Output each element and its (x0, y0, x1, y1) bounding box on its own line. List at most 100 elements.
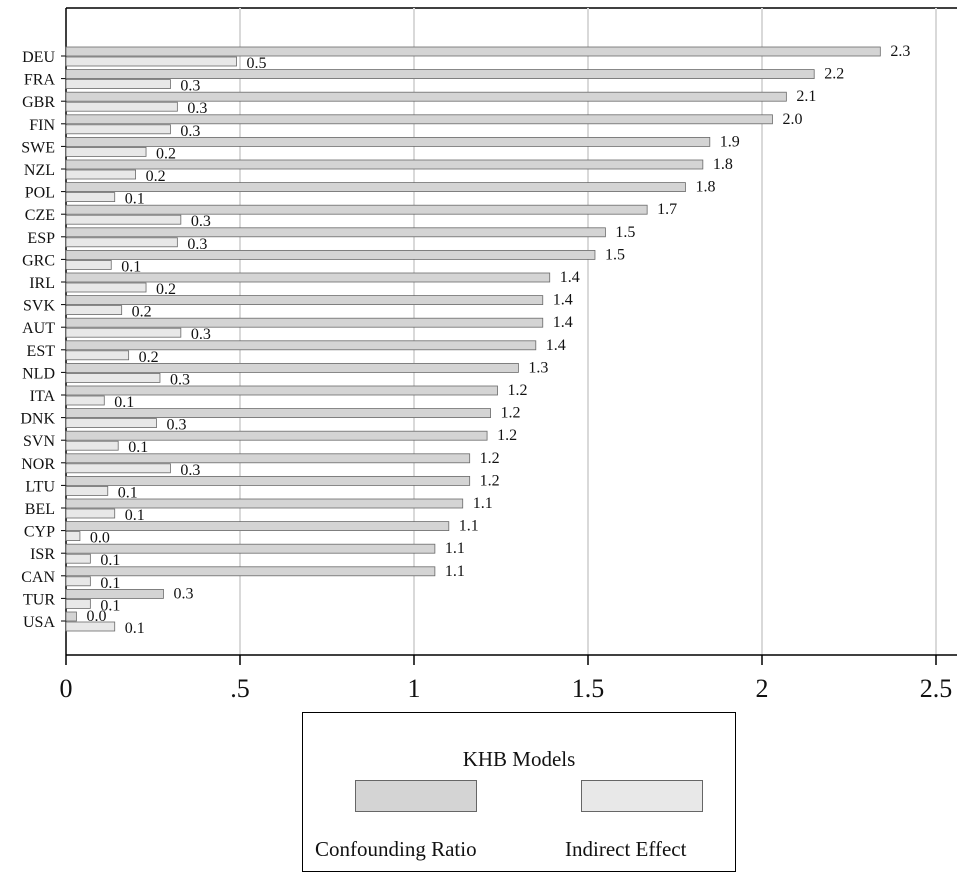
category-label-swe: SWE (21, 139, 55, 156)
confounding-ratio-bar-usa (65, 611, 77, 622)
confounding-ratio-bar-fra (65, 69, 815, 79)
confounding-ratio-label-gbr: 2.1 (796, 88, 816, 105)
indirect-effect-bar-grc (65, 259, 112, 270)
indirect-effect-label-cze: 0.3 (191, 213, 211, 230)
indirect-effect-bar-deu (65, 56, 237, 67)
indirect-effect-bar-bel (65, 508, 116, 519)
indirect-effect-bar-est (65, 350, 130, 361)
indirect-effect-label-est: 0.2 (139, 349, 159, 366)
indirect-effect-bar-aut (65, 327, 182, 338)
confounding-ratio-label-irl: 1.4 (560, 269, 580, 286)
indirect-effect-label-ita: 0.1 (114, 394, 134, 411)
category-label-esp: ESP (27, 230, 55, 247)
indirect-effect-label-usa: 0.1 (125, 620, 145, 637)
indirect-effect-bar-isr (65, 553, 91, 564)
indirect-effect-bar-can (65, 576, 91, 587)
indirect-effect-bar-ita (65, 395, 105, 406)
category-label-ita: ITA (30, 388, 56, 405)
category-label-bel: BEL (25, 501, 55, 518)
category-label-nld: NLD (22, 365, 55, 382)
indirect-effect-label-irl: 0.2 (156, 281, 176, 298)
confounding-ratio-label-nzl: 1.8 (713, 156, 733, 173)
indirect-effect-label-cyp: 0.0 (90, 530, 110, 547)
indirect-effect-bar-pol (65, 192, 116, 203)
indirect-effect-bar-esp (65, 237, 178, 248)
category-label-fin: FIN (29, 117, 55, 134)
indirect-effect-label-fra: 0.3 (180, 78, 200, 95)
confounding-ratio-label-swe: 1.9 (720, 133, 740, 150)
confounding-ratio-bar-gbr (65, 91, 787, 102)
confounding-ratio-bar-pol (65, 182, 686, 193)
confounding-ratio-bar-isr (65, 543, 436, 554)
confounding-ratio-label-can: 1.1 (445, 563, 465, 580)
indirect-effect-bar-nzl (65, 169, 136, 180)
indirect-effect-bar-cze (65, 214, 182, 225)
confounding-ratio-label-usa: 0.0 (86, 608, 106, 625)
confounding-ratio-label-dnk: 1.2 (501, 405, 521, 422)
indirect-effect-bar-nld (65, 372, 161, 383)
category-label-ltu: LTU (25, 478, 55, 495)
confounding-ratio-bar-deu (65, 46, 881, 57)
confounding-ratio-label-pol: 1.8 (695, 179, 715, 196)
confounding-ratio-label-cyp: 1.1 (459, 518, 479, 535)
indirect-effect-label-tur: 0.1 (100, 597, 120, 614)
confounding-ratio-label-esp: 1.5 (615, 224, 635, 241)
confounding-ratio-bar-cyp (65, 521, 450, 531)
category-label-gbr: GBR (22, 94, 55, 111)
confounding-ratio-label-deu: 2.3 (890, 43, 910, 60)
legend: KHB Models Confounding Ratio Indirect Ef… (302, 712, 736, 872)
indirect-effect-bar-svn (65, 440, 119, 451)
confounding-ratio-label-nld: 1.3 (528, 359, 548, 376)
legend-label-indirect-effect: Indirect Effect (565, 837, 687, 861)
category-label-isr: ISR (30, 546, 55, 563)
category-label-nzl: NZL (24, 162, 55, 179)
category-label-can: CAN (21, 569, 55, 586)
category-label-usa: USA (23, 614, 55, 631)
confounding-ratio-label-ita: 1.2 (508, 382, 528, 399)
category-label-svn: SVN (23, 433, 55, 450)
confounding-ratio-label-cze: 1.7 (657, 201, 677, 218)
indirect-effect-bar-svk (65, 305, 123, 316)
confounding-ratio-bar-can (65, 566, 436, 577)
confounding-ratio-bar-nzl (65, 159, 704, 170)
confounding-ratio-bar-dnk (65, 408, 491, 419)
confounding-ratio-label-svn: 1.2 (497, 427, 517, 444)
indirect-effect-label-deu: 0.5 (247, 55, 267, 72)
category-label-fra: FRA (24, 72, 56, 89)
indirect-effect-label-swe: 0.2 (156, 145, 176, 162)
confounding-ratio-label-est: 1.4 (546, 337, 566, 354)
confounding-ratio-bar-grc (65, 249, 596, 260)
confounding-ratio-bar-nld (65, 362, 519, 373)
legend-swatch-confounding-ratio (355, 780, 477, 812)
indirect-effect-label-svk: 0.2 (132, 304, 152, 321)
category-label-pol: POL (25, 185, 55, 202)
x-tick-label-1: .5 (230, 674, 250, 703)
x-tick-label-2: 1 (408, 674, 421, 703)
confounding-ratio-bar-tur (65, 589, 164, 599)
indirect-effect-bar-usa (65, 621, 116, 632)
confounding-ratio-label-ltu: 1.2 (480, 472, 500, 489)
confounding-ratio-bar-svn (65, 430, 488, 441)
legend-label-confounding-ratio: Confounding Ratio (315, 837, 477, 861)
confounding-ratio-bar-svk (65, 295, 544, 306)
indirect-effect-bar-swe (65, 146, 147, 157)
indirect-effect-label-dnk: 0.3 (166, 417, 186, 434)
confounding-ratio-label-nor: 1.2 (480, 450, 500, 467)
confounding-ratio-label-bel: 1.1 (473, 495, 493, 512)
confounding-ratio-bar-irl (65, 272, 551, 283)
legend-title: KHB Models (462, 747, 576, 771)
indirect-effect-bar-gbr (65, 101, 178, 112)
category-label-est: EST (27, 343, 56, 360)
category-label-tur: TUR (23, 591, 55, 608)
indirect-effect-bar-cyp (65, 531, 81, 541)
category-label-cze: CZE (25, 207, 55, 224)
indirect-effect-label-can: 0.1 (100, 575, 120, 592)
indirect-effect-label-grc: 0.1 (121, 258, 141, 275)
indirect-effect-label-fin: 0.3 (180, 123, 200, 140)
category-label-nor: NOR (21, 456, 55, 473)
category-label-svk: SVK (23, 298, 55, 315)
confounding-ratio-bar-ltu (65, 475, 471, 486)
indirect-effect-label-ltu: 0.1 (118, 484, 138, 501)
confounding-ratio-bar-swe (65, 136, 711, 147)
